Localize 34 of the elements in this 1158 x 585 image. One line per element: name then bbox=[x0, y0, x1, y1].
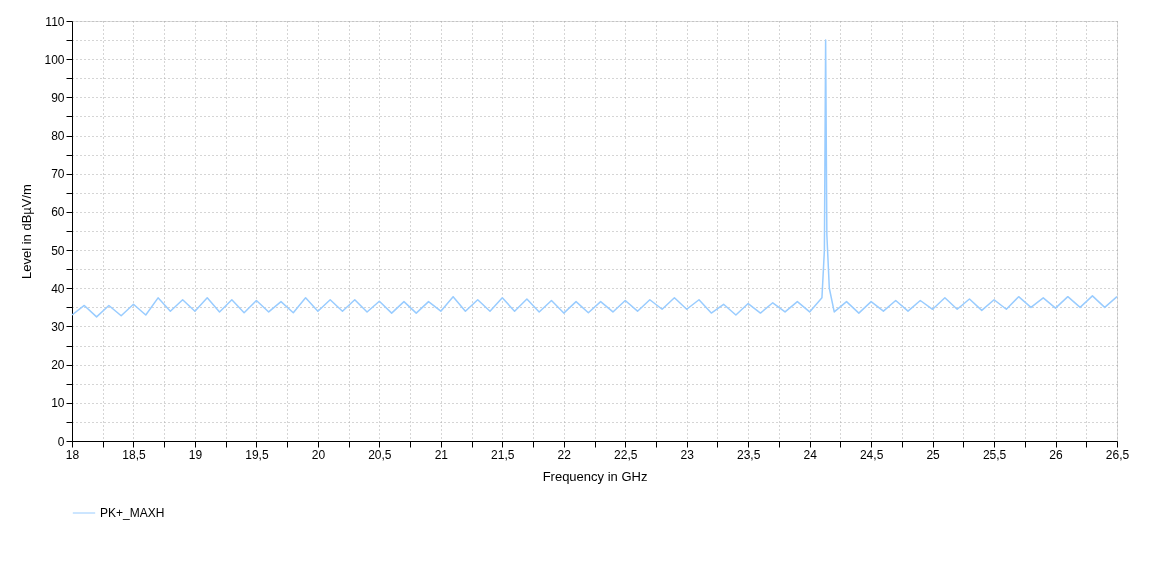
y-tick-label: 80 bbox=[51, 129, 65, 144]
y-tick-label: 10 bbox=[51, 396, 65, 411]
line-series bbox=[71, 39, 1118, 318]
y-tick-label: 60 bbox=[51, 205, 65, 220]
x-tick-label: 21 bbox=[434, 447, 449, 462]
y-tick-label: 30 bbox=[51, 319, 65, 334]
y-tick-label: 40 bbox=[51, 281, 65, 296]
x-tick-label: 26 bbox=[1049, 447, 1064, 462]
x-tick-label: 21,5 bbox=[491, 447, 515, 462]
x-tick-label: 24,5 bbox=[859, 447, 884, 462]
y-tick-label: 90 bbox=[51, 90, 65, 105]
x-tick-label: 25,5 bbox=[982, 447, 1007, 462]
x-tick-label: 18,5 bbox=[122, 447, 146, 462]
y-tick-label: 50 bbox=[51, 243, 65, 258]
x-tick-label: 19 bbox=[188, 447, 203, 462]
y-tick-label: 20 bbox=[51, 358, 65, 373]
y-axis-title: Level in dBµV/m bbox=[19, 184, 35, 279]
x-tick-label: 23 bbox=[680, 447, 695, 462]
y-tick-label: 0 bbox=[57, 434, 65, 449]
x-tick-label: 24 bbox=[803, 447, 818, 462]
x-axis-title: Frequency in GHz bbox=[542, 468, 648, 484]
x-tick-label: 26,5 bbox=[1105, 447, 1130, 462]
x-tick-label: 18 bbox=[65, 447, 80, 462]
legend-label: PK+_MAXH bbox=[100, 506, 165, 520]
x-tick-label: 23,5 bbox=[737, 447, 761, 462]
x-tick-label: 25 bbox=[926, 447, 941, 462]
y-tick-label: 70 bbox=[51, 167, 65, 182]
y-tick-label: 110 bbox=[45, 14, 65, 29]
y-tick-label: 100 bbox=[44, 52, 65, 67]
x-tick-label: 22,5 bbox=[614, 447, 638, 462]
x-tick-label: 22 bbox=[557, 447, 572, 462]
x-tick-label: 20,5 bbox=[368, 447, 392, 462]
x-tick-label: 19,5 bbox=[245, 447, 269, 462]
x-tick-label: 20 bbox=[311, 447, 326, 462]
